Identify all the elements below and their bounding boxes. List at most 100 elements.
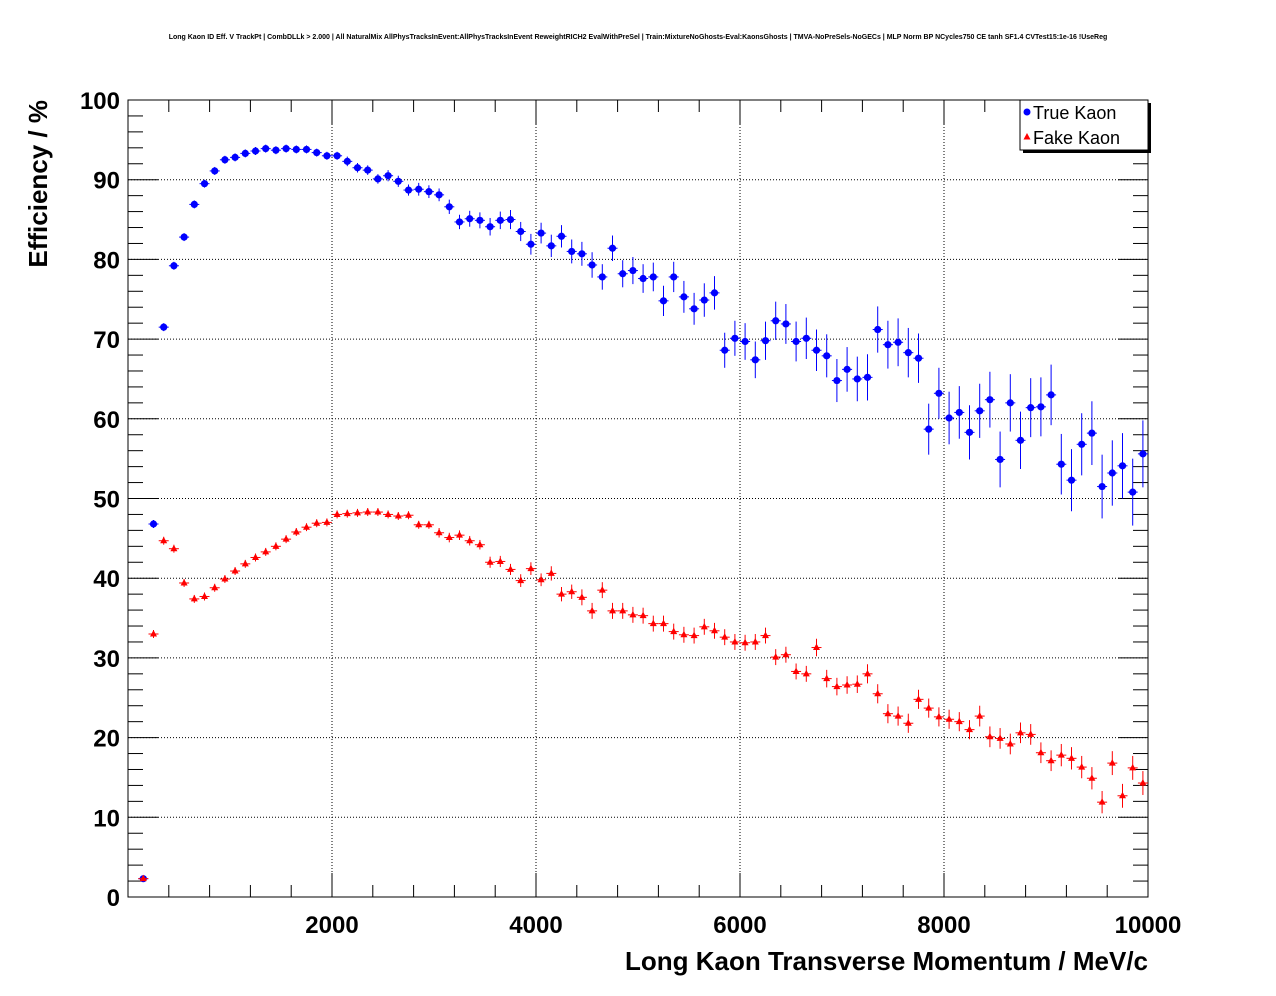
legend-box	[1019, 99, 1149, 151]
data-point	[272, 146, 280, 154]
data-point	[557, 232, 566, 240]
data-point	[302, 145, 311, 154]
data-point	[404, 186, 413, 194]
data-point	[639, 274, 647, 283]
data-point	[639, 611, 647, 619]
data-point	[160, 323, 168, 331]
data-point	[394, 512, 402, 519]
data-point	[527, 564, 535, 572]
data-point	[313, 519, 321, 526]
data-point	[996, 455, 1004, 464]
data-point	[201, 592, 208, 600]
data-point	[374, 175, 382, 183]
data-point	[1057, 751, 1065, 758]
data-point	[149, 520, 158, 528]
data-point	[976, 712, 984, 719]
data-point	[476, 216, 484, 224]
data-point	[486, 223, 494, 231]
data-point	[629, 610, 637, 618]
series-0	[138, 144, 1148, 883]
data-point	[853, 375, 861, 383]
data-point	[1078, 763, 1086, 770]
data-point	[660, 619, 667, 627]
data-point	[588, 606, 596, 614]
x-tick-label: 10000	[1115, 912, 1182, 939]
y-tick-label: 80	[93, 247, 120, 274]
tick-labels: 2000 4000 6000 8000 10000 0 10 20 30 40 50 60 70 80 90…	[80, 88, 1181, 939]
data-point	[272, 542, 280, 549]
data-point	[537, 575, 545, 583]
data-point	[751, 637, 759, 645]
data-point	[241, 149, 249, 157]
data-point	[211, 167, 219, 175]
data-point	[588, 261, 596, 269]
data-point	[710, 289, 719, 297]
data-point	[292, 145, 300, 154]
data-point	[1139, 450, 1147, 458]
data-point	[251, 147, 260, 155]
data-point	[1016, 436, 1025, 444]
data-point	[1119, 791, 1126, 799]
data-point	[935, 389, 943, 397]
data-point	[282, 535, 290, 542]
data-point	[476, 540, 484, 548]
legend-marker	[1023, 108, 1031, 116]
data-point	[547, 242, 555, 250]
data-point	[986, 732, 994, 740]
data-point	[976, 407, 984, 415]
data-point	[486, 558, 494, 565]
y-tick-label: 100	[80, 88, 120, 115]
data-point	[792, 667, 800, 674]
data-point	[170, 544, 178, 552]
data-point	[558, 590, 565, 597]
data-point	[874, 325, 882, 334]
data-point	[139, 874, 147, 882]
data-point	[955, 408, 963, 417]
data-point	[1108, 469, 1116, 477]
axis-ticks	[128, 99, 1149, 898]
y-tick-label: 20	[93, 726, 120, 753]
data-point	[680, 630, 688, 638]
data-point	[1037, 403, 1045, 411]
data-point	[1118, 462, 1127, 470]
data-point	[996, 734, 1004, 741]
data-point	[425, 188, 433, 196]
data-point	[435, 528, 443, 536]
grid-lines	[128, 100, 1149, 897]
data-point	[823, 352, 831, 360]
data-point	[496, 557, 504, 564]
data-point	[170, 262, 178, 270]
data-point	[405, 511, 412, 518]
data-point	[802, 334, 810, 342]
data-point	[986, 396, 994, 404]
data-point	[1098, 482, 1106, 491]
data-point	[782, 320, 790, 328]
data-point	[343, 509, 351, 517]
data-point	[1067, 476, 1076, 484]
data-point	[813, 643, 820, 651]
data-point	[252, 553, 259, 560]
data-point	[333, 510, 341, 517]
data-point	[466, 536, 474, 544]
data-point	[221, 156, 229, 164]
data-point	[456, 531, 463, 538]
data-point	[150, 629, 157, 637]
data-point	[690, 631, 698, 639]
data-point	[211, 583, 219, 591]
data-point	[915, 695, 922, 702]
legend-label: True Kaon	[1033, 103, 1116, 123]
y-tick-label: 0	[107, 885, 120, 912]
data-point	[619, 606, 627, 614]
data-point	[772, 317, 780, 325]
data-point	[802, 669, 810, 677]
data-point	[1057, 460, 1065, 468]
data-point	[282, 145, 290, 153]
data-point	[1017, 728, 1024, 736]
data-point	[231, 153, 239, 161]
data-point	[445, 533, 453, 541]
data-point	[659, 297, 668, 305]
data-point	[507, 565, 514, 572]
data-point	[721, 633, 729, 640]
data-point	[231, 567, 239, 574]
